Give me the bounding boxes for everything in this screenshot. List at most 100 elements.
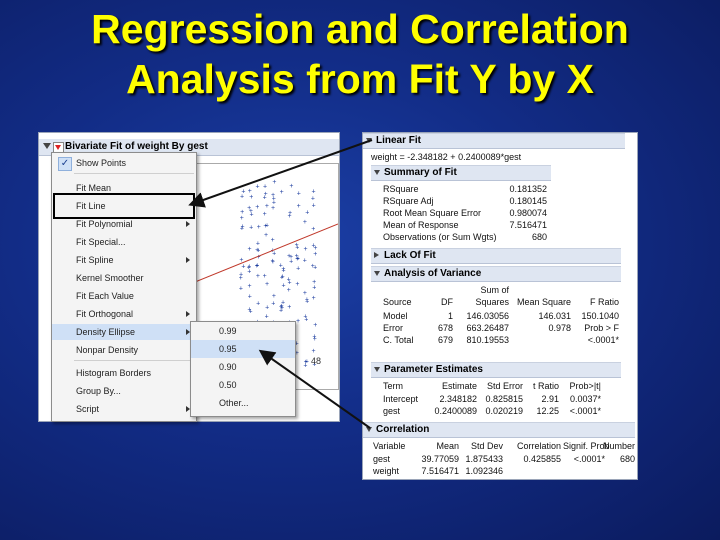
scatter-point: + [248,308,252,315]
scatter-point: + [272,195,276,202]
menu-separator [74,173,194,174]
menu-item-show-points[interactable]: ✓ Show Points [52,155,196,171]
scatter-point: + [263,273,267,280]
menu-item-fit-mean[interactable]: Fit Mean [76,183,112,193]
params-cell: gest [383,406,401,416]
corr-col-header: Mean [436,441,459,451]
axis-tick-label: 48 [311,356,322,366]
corr-col-header: Correlation [516,441,561,451]
submenu-item-0-90[interactable]: 0.90 [219,362,237,372]
summary-value: 0.980074 [509,208,547,218]
menu-item-density-ellipse[interactable]: Density Ellipse [52,324,196,340]
menu-item-group-by[interactable]: Group By... [76,386,121,396]
menu-item-fit-line[interactable]: Fit Line [76,201,106,211]
slide-title-line-1: Regression and Correlation [91,6,629,52]
menu-item-nonpar-density[interactable]: Nonpar Density [76,345,139,355]
disclosure-icon[interactable] [366,427,372,432]
menu-item-script[interactable]: Script [52,401,196,417]
parameter-estimates-outline[interactable]: Parameter Estimates [371,362,621,378]
scatter-point: + [305,359,309,366]
scatter-point: + [287,279,291,286]
menu-item-histogram-borders[interactable]: Histogram Borders [76,368,152,378]
lack-of-fit-outline[interactable]: Lack Of Fit [371,248,621,264]
scatter-point: + [297,203,301,210]
anova-col-header: DF [441,297,453,307]
bivariate-context-menu: ✓ Show Points Fit Mean Fit Line Fit Poly… [51,152,197,422]
anova-col-header: Squares [475,297,509,307]
scatter-point: + [281,266,285,273]
scatter-point: + [247,265,251,272]
scatter-point: + [239,286,243,293]
anova-cell: 146.031 [538,311,571,321]
summary-value: 680 [531,232,547,242]
scatter-point: + [263,223,267,230]
arrow-correlation-to-density-ellipse [258,349,371,429]
bivariate-title: Bivariate Fit of weight By gest [65,141,208,152]
scatter-point: + [305,297,309,304]
scatter-point: + [311,263,315,270]
scatter-point: + [256,301,260,308]
scatter-point: + [247,264,251,271]
scatter-point: + [265,203,269,210]
scatter-point: + [281,268,285,275]
submenu-arrow-icon [186,311,190,317]
anova-cell: <.0001* [587,335,619,345]
scatter-point: + [288,213,292,220]
scatter-point: + [312,279,316,286]
disclosure-icon[interactable] [374,367,380,372]
scatter-point: + [241,224,245,231]
anova-outline[interactable]: Analysis of Variance [371,266,621,282]
scatter-point: + [279,308,283,315]
summary-label: RSquare Adj [383,196,434,206]
scatter-point: + [303,219,307,226]
scatter-point: + [249,208,253,215]
corr-col-header: Variable [373,441,406,451]
scatter-point: + [287,253,291,260]
scatter-point: + [304,317,308,324]
scatter-point: + [248,294,252,301]
corr-cell: 680 [619,454,635,464]
scatter-point: + [281,300,285,307]
summary-label: Observations (or Sum Wgts) [383,232,497,242]
anova-cell: 810.19553 [466,335,509,345]
disclosure-icon[interactable] [374,271,380,276]
menu-item-fit-orthogonal[interactable]: Fit Orthogonal [52,306,196,322]
submenu-item-0-99[interactable]: 0.99 [219,326,237,336]
params-cell: 0.020219 [485,406,523,416]
scatter-point: + [263,195,267,202]
menu-item-fit-each-value[interactable]: Fit Each Value [76,291,134,301]
scatter-point: + [241,263,245,270]
anova-cell: 663.26487 [466,323,509,333]
scatter-point: + [287,277,291,284]
scatter-point: + [312,242,316,249]
scatter-point: + [313,245,317,252]
disclosure-icon[interactable] [43,143,51,149]
scatter-point: + [240,194,244,201]
disclosure-icon[interactable] [374,170,380,175]
scatter-point: + [305,209,309,216]
density-ellipse-submenu: 0.99 0.95 0.90 0.50 Other... [190,321,296,417]
anova-col-header: Source [383,297,412,307]
correlation-outline[interactable]: Correlation [363,422,635,438]
menu-item-fit-spline[interactable]: Fit Spline [52,252,196,268]
anova-cell: C. Total [383,335,414,345]
scatter-point: + [239,275,243,282]
scatter-point: + [295,245,299,252]
menu-item-fit-polynomial[interactable]: Fit Polynomial [52,216,196,232]
scatter-point: + [289,254,293,261]
submenu-arrow-icon [186,221,190,227]
menu-item-fit-special[interactable]: Fit Special... [76,237,126,247]
scatter-point: + [272,251,276,258]
scatter-point: + [240,225,244,232]
submenu-item-other[interactable]: Other... [219,398,249,408]
anova-cell: 150.1040 [581,311,619,321]
scatter-point: + [239,257,243,264]
corr-col-header: Number [603,441,636,451]
submenu-arrow-icon [186,257,190,263]
summary-of-fit-outline[interactable]: Summary of Fit [371,165,551,181]
disclosure-icon[interactable] [374,252,379,258]
scatter-point: + [304,359,308,366]
submenu-item-0-50[interactable]: 0.50 [219,380,237,390]
menu-item-kernel-smoother[interactable]: Kernel Smoother [76,273,144,283]
